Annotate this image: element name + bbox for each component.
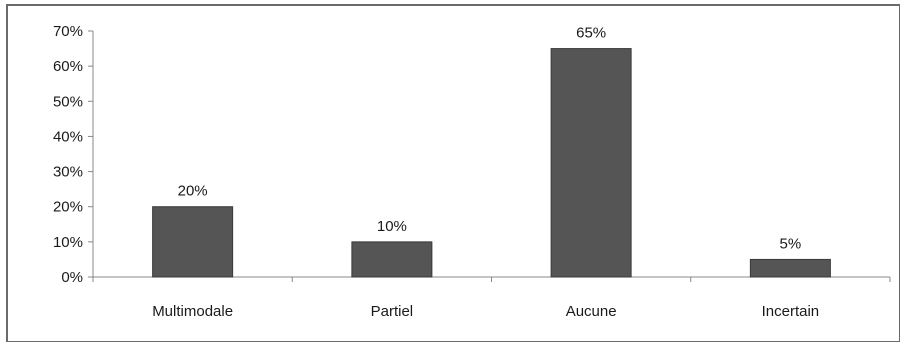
y-tick-label: 60% [53,58,83,75]
y-tick-label: 70% [53,23,83,40]
data-label-incertain: 5% [780,235,802,252]
x-tick-label-aucune: Aucune [566,303,617,320]
chart-frame [6,4,900,342]
bar-partiel [351,241,433,278]
x-tick-label-partiel: Partiel [371,303,414,320]
data-label-multimodale: 20% [178,183,208,200]
x-tick-label-multimodale: Multimodale [152,303,233,320]
bar-multimodale [152,206,234,278]
y-tick-label: 40% [53,128,83,145]
chart-bars [152,48,831,278]
data-label-aucune: 65% [576,25,606,42]
y-tick-label: 50% [53,93,83,110]
y-tick-label: 0% [61,269,83,286]
chart-labels: 0% 10% 20% 30% 40% 50% 60% 70% 20% Multimodale 10%… [53,23,819,320]
x-tick-label-incertain: Incertain [762,303,820,320]
y-tick-label: 30% [53,164,83,181]
y-tick-label: 20% [53,199,83,216]
bar-incertain [749,258,831,278]
y-tick-label: 10% [53,234,83,251]
bar-aucune [550,48,632,278]
data-label-partiel: 10% [377,218,407,235]
